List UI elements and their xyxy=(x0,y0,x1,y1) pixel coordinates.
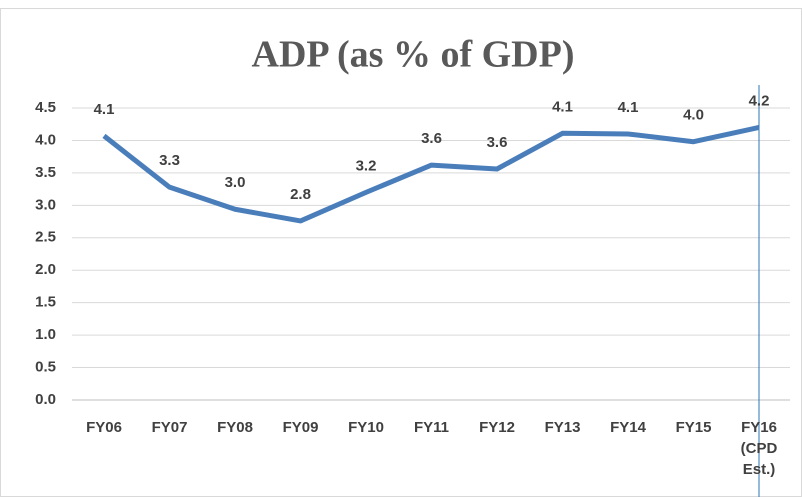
data-label: 3.3 xyxy=(159,152,180,169)
data-label: 4.1 xyxy=(552,98,573,115)
data-label: 4.2 xyxy=(749,92,770,109)
y-tick-label: 1.0 xyxy=(35,326,56,343)
y-tick-label: 3.0 xyxy=(35,196,56,213)
data-label: 3.0 xyxy=(225,174,246,191)
x-tick-label: FY08 xyxy=(217,419,253,436)
data-line xyxy=(102,125,760,224)
x-tick-label: FY12 xyxy=(479,419,515,436)
y-tick-label: 0.5 xyxy=(35,359,56,376)
x-tick-label: FY06 xyxy=(86,419,122,436)
x-tick-label: FY10 xyxy=(348,419,384,436)
data-label: 2.8 xyxy=(290,186,311,203)
x-tick-label: FY16 (CPD Est.) xyxy=(740,419,778,478)
y-tick-label: 2.5 xyxy=(35,229,56,246)
data-label: 4.0 xyxy=(683,107,704,124)
data-label: 4.1 xyxy=(618,99,639,116)
x-tick-label: FY14 xyxy=(610,419,646,436)
x-tick-label: FY07 xyxy=(151,419,188,436)
y-tick-label: 4.5 xyxy=(35,99,56,116)
data-label: 3.2 xyxy=(356,157,377,174)
y-tick-label: 3.5 xyxy=(35,164,56,181)
data-label: 4.1 xyxy=(94,101,115,118)
data-label: 3.6 xyxy=(421,130,442,147)
y-tick-label: 4.0 xyxy=(35,131,56,148)
chart-title: ADP (as % of GDP) xyxy=(252,34,575,76)
y-tick-label: 1.5 xyxy=(35,294,56,311)
x-tick-label: FY15 xyxy=(675,419,712,436)
x-tick-label: FY11 xyxy=(413,419,450,436)
x-tick-label: FY13 xyxy=(544,419,581,436)
y-tick-label: 2.0 xyxy=(35,261,56,278)
data-label: 3.6 xyxy=(487,134,508,151)
y-tick-label: 0.0 xyxy=(35,391,56,408)
x-tick-label: FY09 xyxy=(282,419,319,436)
